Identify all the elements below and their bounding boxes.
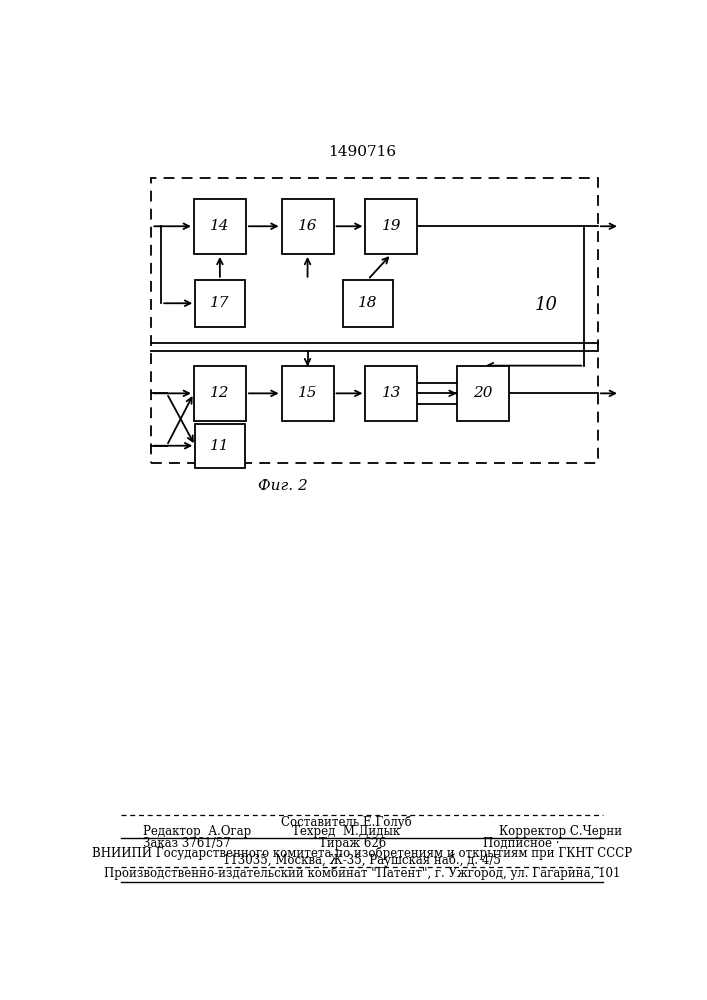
- Text: 16: 16: [298, 219, 317, 233]
- Text: Заказ 3761/57: Заказ 3761/57: [144, 837, 231, 850]
- Bar: [366, 199, 417, 254]
- Bar: [151, 178, 598, 463]
- Bar: [457, 366, 509, 421]
- Text: Редактор  А.Огар: Редактор А.Огар: [144, 825, 252, 838]
- Text: 13: 13: [382, 386, 401, 400]
- Text: 14: 14: [210, 219, 230, 233]
- Text: ВНИИПИ Государственного комитета по изобретениям и открытиям при ГКНТ СССР: ВНИИПИ Государственного комитета по изоб…: [93, 846, 632, 860]
- Bar: [194, 366, 246, 421]
- Bar: [195, 424, 245, 468]
- Text: Корректор С.Черни: Корректор С.Черни: [499, 825, 622, 838]
- Text: Производственно-издательский комбинат "Патент", г. Ужгород, ул. Гагарина, 101: Производственно-издательский комбинат "П…: [104, 866, 621, 880]
- Bar: [366, 366, 417, 421]
- Bar: [281, 199, 334, 254]
- Bar: [281, 366, 334, 421]
- Text: 11: 11: [210, 439, 230, 453]
- Bar: [194, 199, 246, 254]
- Text: Фиг. 2: Фиг. 2: [258, 479, 308, 493]
- Text: 12: 12: [210, 386, 230, 400]
- Text: 19: 19: [382, 219, 401, 233]
- Text: Подписное ·: Подписное ·: [483, 837, 559, 850]
- Text: 113035, Москва, Ж-35, Раушская наб., д. 4/5: 113035, Москва, Ж-35, Раушская наб., д. …: [223, 854, 501, 867]
- Text: 17: 17: [210, 296, 230, 310]
- Bar: [195, 280, 245, 327]
- Text: 15: 15: [298, 386, 317, 400]
- Text: 1490716: 1490716: [328, 145, 397, 159]
- Text: Техред  М.Дидык: Техред М.Дидык: [292, 825, 400, 838]
- Text: 10: 10: [534, 296, 557, 314]
- Bar: [343, 280, 392, 327]
- Text: Тираж 626: Тираж 626: [319, 837, 386, 850]
- Text: 20: 20: [473, 386, 493, 400]
- Text: 18: 18: [358, 296, 378, 310]
- Text: Составитель Е.Голуб: Составитель Е.Голуб: [281, 815, 411, 829]
